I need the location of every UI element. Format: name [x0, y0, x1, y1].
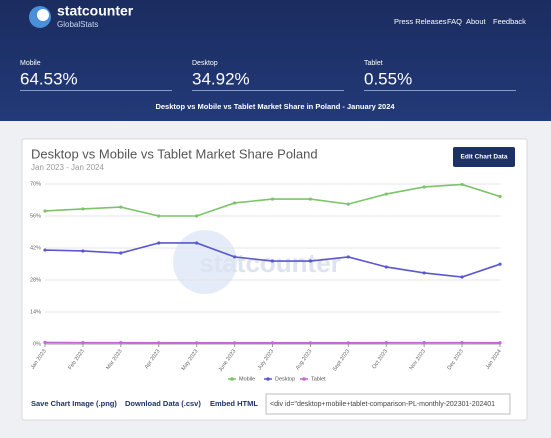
footer: Save Chart Image (.png) Download Data (.c… [31, 399, 258, 408]
stat-label: Desktop [192, 60, 218, 67]
y-tick-label: 0% [33, 341, 41, 347]
legend-label[interactable]: Desktop [275, 376, 295, 382]
stat-underline [364, 90, 516, 91]
nav-link[interactable]: Feedback [493, 17, 526, 26]
chart-title: Desktop vs Mobile vs Tablet Market Share… [31, 146, 318, 161]
y-tick-label: 70% [30, 181, 41, 187]
data-point [232, 201, 237, 205]
data-point [157, 241, 161, 245]
data-point [157, 341, 161, 345]
stat-value: 64.53% [20, 69, 78, 88]
data-point [460, 182, 464, 187]
chart-subtitle: Jan 2023 - Jan 2024 [31, 163, 104, 172]
data-point [270, 341, 275, 345]
stat-underline [192, 90, 344, 91]
data-point [119, 251, 123, 255]
data-point [195, 241, 199, 245]
data-point [43, 248, 47, 252]
data-point [384, 341, 388, 345]
data-point [346, 202, 350, 206]
embed-input[interactable] [265, 393, 511, 415]
nav-link[interactable]: Press Releases [394, 17, 447, 26]
data-point [308, 341, 313, 345]
data-point [232, 255, 237, 259]
logo-sub: GlobalStats [57, 20, 98, 29]
legend-swatch [266, 377, 270, 381]
stats: Mobile 64.53% Desktop 34.92% Tablet 0.55% [20, 60, 516, 91]
data-point [81, 341, 85, 345]
data-point [384, 192, 388, 196]
stat-label: Tablet [364, 60, 383, 67]
embed-code[interactable]: <div id="desktop+mobile+tablet-compariso… [270, 401, 495, 408]
footer-link[interactable]: Save Chart Image (.png) [31, 399, 117, 408]
data-point [119, 205, 123, 209]
y-tick-label: 56% [30, 213, 41, 219]
data-point [43, 340, 47, 344]
y-tick-label: 28% [30, 277, 41, 283]
logo-icon [37, 9, 49, 21]
data-point [308, 259, 313, 263]
data-point [422, 185, 426, 189]
data-point [270, 197, 275, 201]
legend-label[interactable]: Mobile [239, 376, 255, 382]
data-point [498, 262, 502, 266]
nav: Press Releases FAQ About Feedback [394, 17, 526, 26]
edit-button[interactable] [453, 147, 515, 167]
y-tick-label: 42% [30, 245, 41, 251]
data-point [384, 265, 388, 269]
data-point [498, 194, 502, 199]
stat-underline [20, 90, 172, 91]
footer-link[interactable]: Download Data (.csv) [125, 399, 201, 408]
footer-link[interactable]: Embed HTML [210, 399, 258, 408]
data-point [422, 271, 426, 275]
header [0, 0, 551, 121]
data-point [460, 341, 464, 345]
data-point [346, 255, 350, 259]
data-point [346, 341, 350, 345]
edit-button-label[interactable]: Edit Chart Data [461, 154, 508, 161]
data-point [195, 214, 199, 218]
nav-link[interactable]: About [466, 17, 487, 26]
stat-value: 0.55% [364, 69, 412, 88]
nav-link[interactable]: FAQ [447, 17, 462, 26]
stat-label: Mobile [20, 60, 41, 67]
legend-label[interactable]: Tablet [311, 376, 326, 382]
headline: Desktop vs Mobile vs Tablet Market Share… [155, 102, 395, 111]
data-point [43, 209, 47, 213]
stat-value: 34.92% [192, 69, 250, 88]
data-point [119, 341, 123, 345]
data-point [498, 341, 502, 345]
data-point [270, 259, 275, 263]
data-point [81, 249, 85, 253]
data-point [232, 341, 237, 345]
data-point [157, 214, 161, 218]
data-point [81, 207, 85, 211]
legend-swatch [230, 377, 234, 381]
data-point [308, 197, 313, 201]
legend-swatch [302, 377, 306, 381]
y-tick-label: 14% [30, 309, 41, 315]
data-point [460, 275, 464, 279]
data-point [195, 341, 199, 345]
data-point [422, 341, 426, 345]
watermark-icon [173, 230, 237, 294]
logo[interactable]: statcounter [57, 3, 134, 19]
